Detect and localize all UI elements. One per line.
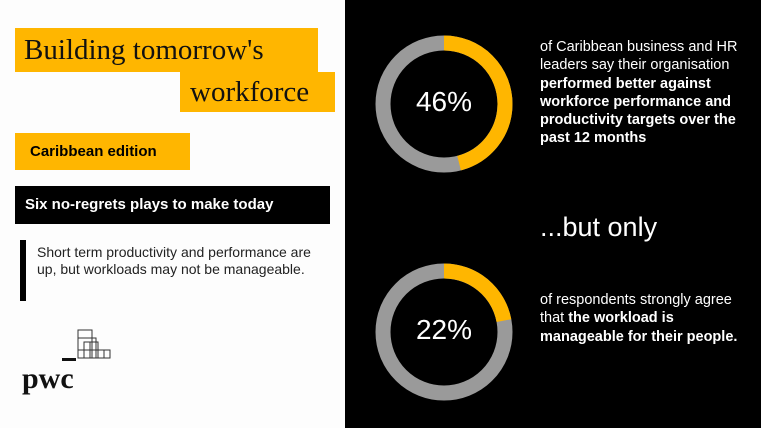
connector-text: ...but only <box>540 212 658 242</box>
pwc-logo: pwc <box>22 329 111 395</box>
plays-banner: Six no-regrets plays to make today <box>15 186 330 224</box>
donut-value-arc <box>375 35 513 173</box>
quote-text: Short term productivity and performance … <box>37 244 311 277</box>
title-line-1: Building tomorrow's <box>15 28 318 72</box>
stat-text-plain: of Caribbean business and HR leaders say… <box>540 39 738 74</box>
title-line-2: workforce <box>180 72 335 112</box>
right-panel <box>345 0 761 428</box>
edition-badge: Caribbean edition <box>15 133 190 170</box>
percent-label: 22% <box>415 314 473 345</box>
donut-chart-2: 22% <box>374 262 514 402</box>
stat-text-1: of Caribbean business and HR leaders say… <box>540 38 755 148</box>
stat-text-bold: the workload is manageable for their peo… <box>540 310 738 345</box>
quote-bar <box>20 240 26 301</box>
svg-text:pwc: pwc <box>22 362 74 395</box>
stat-text-bold: performed better against workforce perfo… <box>540 75 736 147</box>
donut-value-arc <box>375 263 513 401</box>
stat-text-plain: of respondents strongly agree that <box>540 292 732 327</box>
left-panel: Building tomorrow's workforce Caribbean … <box>0 0 345 428</box>
donut-chart-1: 46% <box>374 34 514 174</box>
percent-label: 46% <box>415 86 473 117</box>
stat-text-2: of respondents strongly agree that the w… <box>540 291 755 346</box>
